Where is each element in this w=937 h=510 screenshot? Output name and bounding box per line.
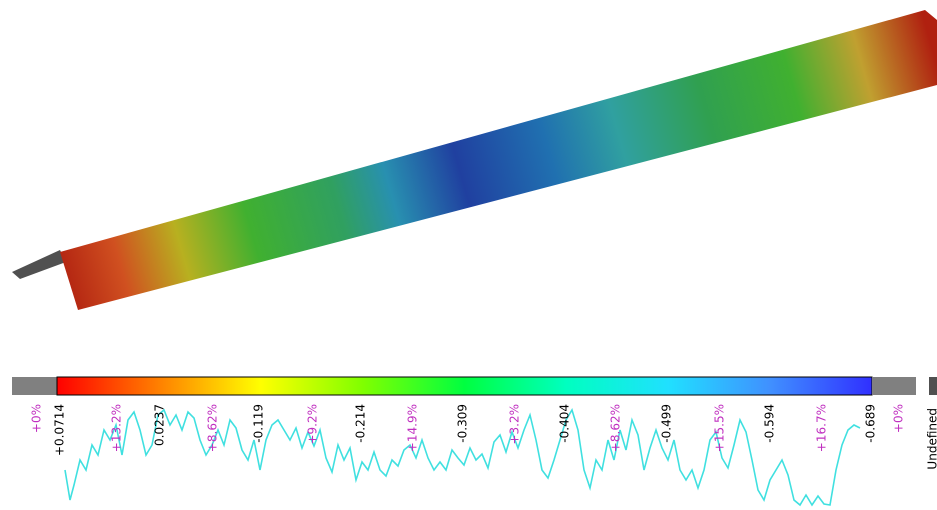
- legend-tick-label: -0.309: [456, 404, 470, 443]
- legend-percentage: +9.2%: [306, 404, 320, 445]
- legend-percentage: +3.2%: [508, 404, 522, 445]
- color-legend: +0.0714 0.0237 -0.119 -0.214 -0.309 -0.404 -0.…: [12, 377, 937, 505]
- legend-below-range: [12, 377, 57, 395]
- viewport: +0.0714 0.0237 -0.119 -0.214 -0.309 -0.404 -0.…: [0, 0, 937, 510]
- legend-above-range: [872, 377, 916, 395]
- beam-model: [12, 10, 937, 310]
- legend-tick-label: -0.404: [558, 404, 572, 443]
- legend-percentage: +14.9%: [406, 404, 420, 452]
- undefined-label: Undefined: [926, 408, 937, 470]
- legend-tick-label: -0.214: [354, 404, 368, 443]
- legend-tick-label: -0.594: [763, 404, 777, 443]
- legend-tick-label: +0.0714: [53, 404, 67, 456]
- legend-tick-label: 0.0237: [153, 404, 167, 446]
- legend-percentage: +13.2%: [110, 404, 124, 452]
- legend-percentage: +0%: [892, 404, 906, 433]
- legend-percentage: +8.62%: [609, 404, 623, 452]
- legend-undefined-swatch: [929, 377, 937, 395]
- legend-tick-label: -0.119: [252, 404, 266, 443]
- legend-tick-label: -0.499: [660, 404, 674, 443]
- legend-tick-label: -0.689: [864, 404, 878, 443]
- legend-labels: +0.0714 0.0237 -0.119 -0.214 -0.309 -0.404 -0.…: [30, 404, 937, 470]
- beam-face: [60, 10, 937, 310]
- beam-flange: [12, 250, 66, 279]
- legend-percentage: +16.7%: [815, 404, 829, 452]
- legend-color-bar: [57, 377, 872, 395]
- legend-percentage: +15.5%: [713, 404, 727, 452]
- legend-percentage: +8.62%: [206, 404, 220, 452]
- legend-percentage: +0%: [30, 404, 44, 433]
